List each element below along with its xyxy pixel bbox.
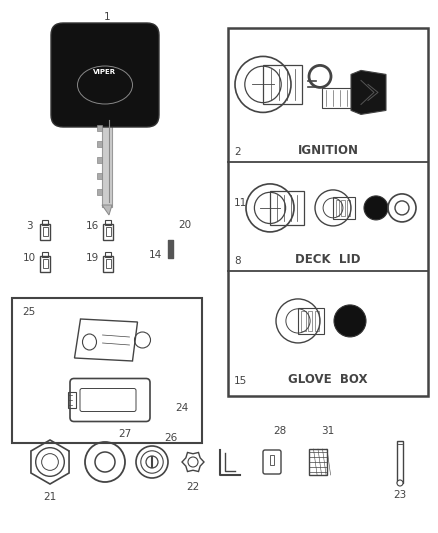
Bar bbox=[301, 311, 306, 331]
Text: 10: 10 bbox=[22, 253, 35, 263]
Text: VIPER: VIPER bbox=[93, 69, 117, 75]
Bar bbox=[106, 259, 110, 268]
Text: 28: 28 bbox=[273, 426, 286, 436]
Circle shape bbox=[364, 196, 388, 220]
Bar bbox=[228, 28, 428, 396]
Text: 3: 3 bbox=[26, 221, 32, 231]
Bar bbox=[97, 173, 102, 179]
Bar bbox=[97, 189, 102, 195]
Bar bbox=[97, 157, 102, 163]
Text: 15: 15 bbox=[234, 376, 247, 386]
Bar bbox=[68, 392, 76, 408]
FancyBboxPatch shape bbox=[51, 23, 159, 127]
Text: 22: 22 bbox=[187, 482, 200, 492]
Text: 26: 26 bbox=[164, 433, 177, 443]
Bar bbox=[341, 200, 345, 216]
Bar bbox=[102, 112, 112, 207]
Polygon shape bbox=[102, 205, 112, 215]
Bar bbox=[103, 256, 113, 272]
Text: 27: 27 bbox=[118, 429, 131, 439]
Text: 24: 24 bbox=[175, 403, 188, 413]
Bar bbox=[42, 252, 48, 257]
Bar bbox=[336, 200, 339, 216]
Circle shape bbox=[334, 305, 366, 337]
Text: 1: 1 bbox=[104, 12, 110, 22]
Bar bbox=[333, 197, 355, 219]
Bar bbox=[397, 441, 403, 483]
Bar bbox=[314, 311, 319, 331]
Text: GLOVE  BOX: GLOVE BOX bbox=[288, 373, 368, 386]
Bar bbox=[105, 220, 111, 225]
Text: 19: 19 bbox=[85, 253, 99, 263]
Text: DECK  LID: DECK LID bbox=[295, 253, 361, 266]
Bar bbox=[103, 224, 113, 240]
Bar bbox=[42, 259, 47, 268]
Text: 11: 11 bbox=[234, 198, 247, 208]
Text: 21: 21 bbox=[43, 492, 57, 502]
Bar bbox=[12, 298, 202, 443]
Bar bbox=[97, 141, 102, 147]
Text: IGNITION: IGNITION bbox=[297, 144, 358, 157]
Bar bbox=[40, 224, 50, 240]
Bar bbox=[106, 227, 110, 236]
Polygon shape bbox=[351, 70, 386, 115]
Bar bbox=[270, 191, 304, 225]
Bar bbox=[42, 220, 48, 225]
Bar bbox=[263, 65, 302, 104]
Bar bbox=[298, 308, 325, 334]
Text: 31: 31 bbox=[321, 426, 335, 436]
Bar bbox=[42, 227, 47, 236]
Text: 16: 16 bbox=[85, 221, 99, 231]
Bar bbox=[105, 252, 111, 257]
Bar bbox=[309, 449, 327, 475]
Text: 2: 2 bbox=[234, 147, 240, 157]
Circle shape bbox=[397, 480, 403, 486]
Bar bbox=[270, 455, 274, 465]
Text: 20: 20 bbox=[178, 220, 191, 230]
Bar bbox=[40, 256, 50, 272]
Bar bbox=[97, 125, 102, 131]
Text: 8: 8 bbox=[234, 256, 240, 266]
Bar bbox=[322, 88, 352, 108]
Bar bbox=[308, 311, 312, 331]
Text: 25: 25 bbox=[22, 307, 35, 317]
Text: 14: 14 bbox=[149, 250, 162, 260]
Text: 23: 23 bbox=[393, 490, 406, 500]
Bar bbox=[346, 200, 350, 216]
